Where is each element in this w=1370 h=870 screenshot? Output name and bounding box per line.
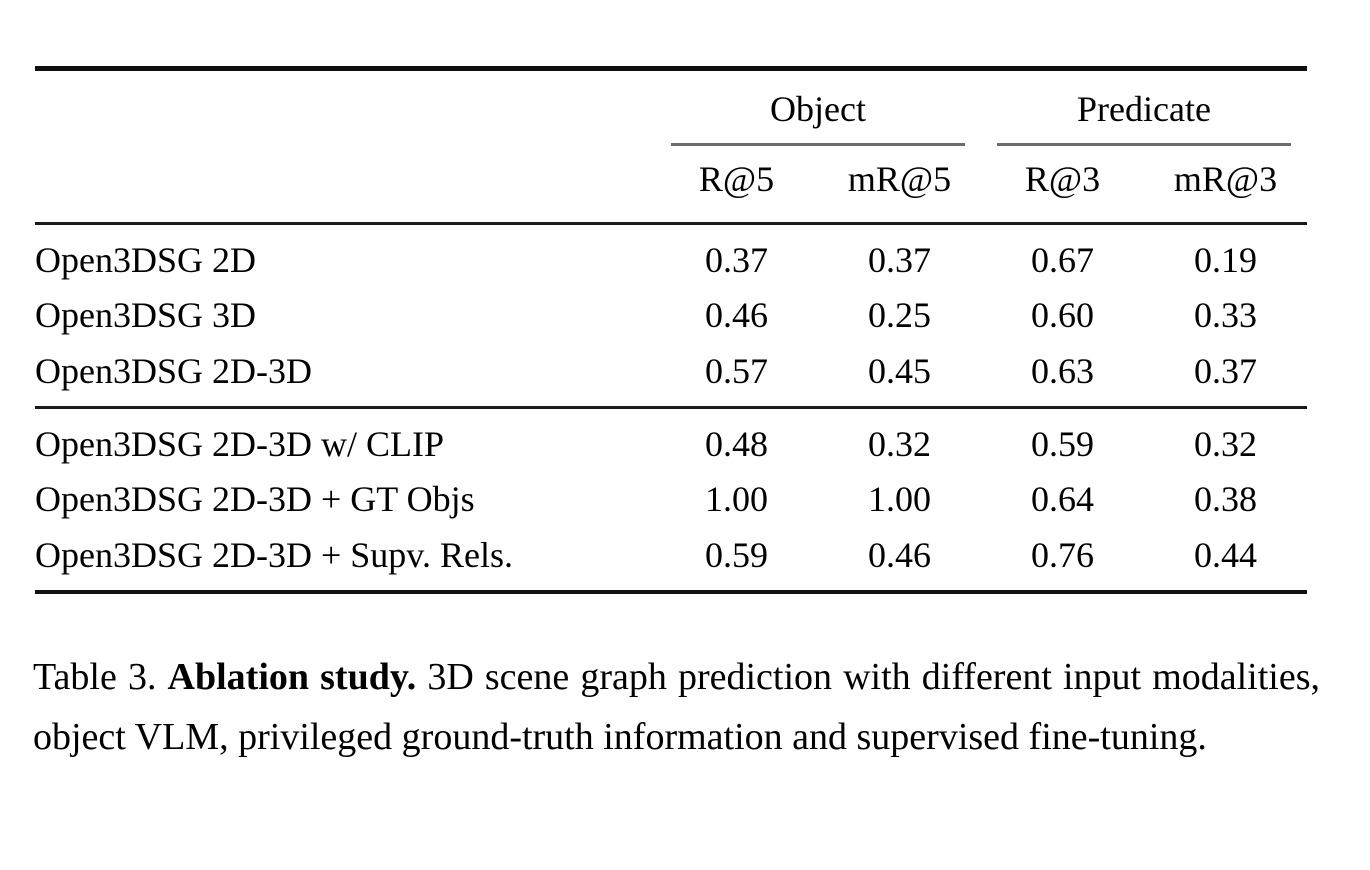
- row-label: Open3DSG 2D-3D w/ CLIP: [35, 423, 444, 464]
- cell-value: 0.46: [705, 295, 768, 336]
- column-header-mr3: mR@3: [1144, 146, 1307, 225]
- group-label-object: Object: [770, 89, 866, 129]
- cell-value: 0.76: [1031, 534, 1094, 575]
- column-header-mr5: mR@5: [818, 146, 981, 225]
- cmidrule-predicate: [997, 143, 1291, 147]
- table-row: Open3DSG 3D 0.46 0.25 0.60 0.33: [35, 288, 1307, 343]
- caption-title: Ablation study.: [167, 656, 417, 698]
- cell-value: 1.00: [705, 479, 768, 520]
- row-label: Open3DSG 2D-3D + GT Objs: [35, 479, 475, 520]
- group-header-row: Object Predicate: [35, 69, 1307, 147]
- cell-value: 0.63: [981, 343, 1144, 409]
- cell-value: 0.67: [1031, 239, 1094, 280]
- cell-value: 0.37: [705, 239, 768, 280]
- row-label: Open3DSG 2D-3D: [35, 343, 655, 409]
- cell-value: 0.32: [868, 423, 931, 464]
- cell-value: 0.33: [1194, 295, 1257, 336]
- cell-value: 0.25: [868, 295, 931, 336]
- cell-value: 0.44: [1194, 534, 1257, 575]
- row-label: Open3DSG 2D-3D + Supv. Rels.: [35, 534, 513, 575]
- cell-value: 1.00: [868, 479, 931, 520]
- column-header-row: R@5 mR@5 R@3 mR@3: [35, 146, 1307, 225]
- table-section-modalities: Open3DSG 2D 0.37 0.37 0.67 0.19 Open3DSG 3D 0.…: [35, 223, 1307, 409]
- cell-value: 0.60: [1031, 295, 1094, 336]
- cell-value: 0.59: [1031, 423, 1094, 464]
- cell-value: 0.46: [868, 534, 931, 575]
- cell-value: 0.37: [1144, 343, 1307, 409]
- group-header-spacer: [35, 69, 655, 147]
- group-header-predicate: Predicate: [981, 69, 1307, 147]
- cell-value: 0.32: [1194, 423, 1257, 464]
- cell-value: 0.45: [818, 343, 981, 409]
- cell-value: 0.59: [705, 534, 768, 575]
- cell-value: 0.64: [1031, 479, 1094, 520]
- table-row: Open3DSG 2D-3D + Supv. Rels. 0.59 0.46 0.76…: [35, 528, 1307, 592]
- table-row: Open3DSG 2D 0.37 0.37 0.67 0.19: [35, 223, 1307, 288]
- ablation-table-wrapper: Object Predicate R@5 mR@5 R@3 mR@3 Ope: [35, 66, 1307, 595]
- table-row: Open3DSG 2D-3D 0.57 0.45 0.63 0.37: [35, 343, 1307, 409]
- table-section-variants: Open3DSG 2D-3D w/ CLIP 0.48 0.32 0.59 0.32 Op…: [35, 407, 1307, 592]
- caption-text: 3D scene graph prediction with different…: [33, 656, 1320, 758]
- table-row: Open3DSG 2D-3D + GT Objs 1.00 1.00 0.64 0.38: [35, 472, 1307, 527]
- group-label-predicate: Predicate: [1077, 89, 1211, 129]
- cell-value: 0.37: [868, 239, 931, 280]
- row-label: Open3DSG 2D: [35, 239, 256, 280]
- cell-value: 0.38: [1194, 479, 1257, 520]
- cell-value: 0.57: [655, 343, 818, 409]
- table-caption: Table 3. Ablation study. 3D scene graph …: [33, 648, 1320, 767]
- column-header-r5: R@5: [655, 146, 818, 225]
- cell-value: 0.19: [1194, 239, 1257, 280]
- column-header-spacer: [35, 146, 655, 225]
- ablation-table: Object Predicate R@5 mR@5 R@3 mR@3 Ope: [35, 66, 1307, 595]
- table-header: Object Predicate R@5 mR@5 R@3 mR@3: [35, 69, 1307, 225]
- column-header-r3: R@3: [981, 146, 1144, 225]
- table-row: Open3DSG 2D-3D w/ CLIP 0.48 0.32 0.59 0.32: [35, 407, 1307, 472]
- group-header-object: Object: [655, 69, 981, 147]
- row-label: Open3DSG 3D: [35, 295, 256, 336]
- cell-value: 0.48: [705, 423, 768, 464]
- cmidrule-object: [671, 143, 965, 147]
- caption-tag: Table 3.: [33, 656, 157, 698]
